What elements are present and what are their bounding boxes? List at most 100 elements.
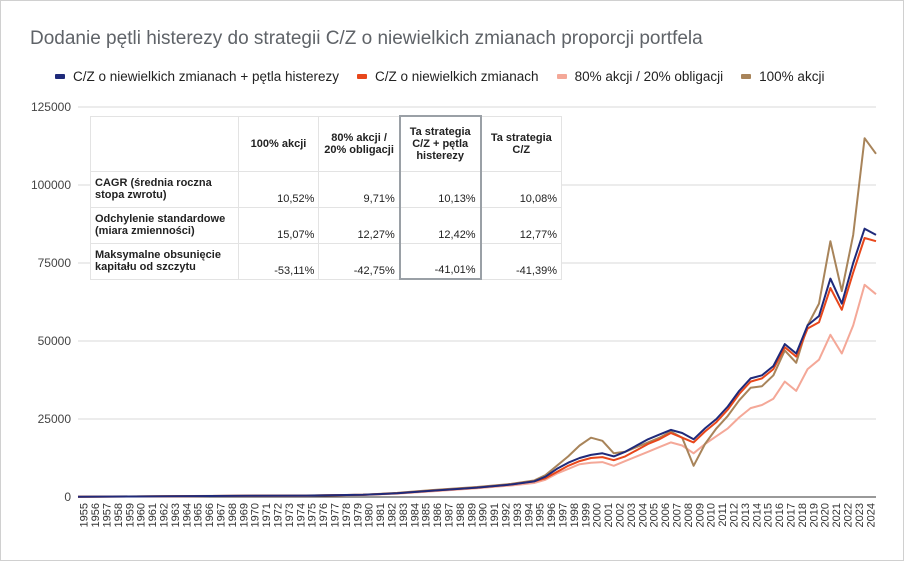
x-tick-label: 2010 (706, 503, 718, 527)
stats-table: 100% akcji 80% akcji / 20% obligacji Ta … (90, 115, 562, 280)
x-tick-label: 1970 (250, 503, 262, 527)
x-tick-label: 1958 (113, 503, 125, 527)
stats-header-cz: Ta strategia C/Z (480, 115, 562, 172)
x-tick-label: 1997 (558, 503, 570, 527)
x-tick-label: 2018 (797, 503, 809, 527)
stats-header-row: 100% akcji 80% akcji / 20% obligacji Ta … (90, 115, 562, 172)
legend-item-cz-hysteresis: C/Z o niewielkich zmianach + pętla histe… (55, 69, 339, 84)
x-tick-label: 1960 (136, 503, 148, 527)
x-tick-label: 2014 (751, 503, 763, 527)
stats-row-stddev: Odchylenie standardowe (miara zmienności… (90, 206, 562, 244)
x-tick-label: 1993 (512, 503, 524, 527)
x-tick-label: 1971 (261, 503, 273, 527)
x-tick-label: 2020 (820, 503, 832, 527)
x-tick-label: 1965 (193, 503, 205, 527)
x-tick-label: 1982 (387, 503, 399, 527)
x-tick-label: 1994 (523, 503, 535, 527)
x-tick-label: 1955 (79, 503, 91, 527)
legend-swatch-100-stocks (741, 73, 752, 79)
stats-cell: -42,75% (318, 242, 401, 280)
x-tick-label: 1972 (273, 503, 285, 527)
y-tick-label: 25000 (38, 412, 72, 426)
y-tick-label: 0 (64, 490, 71, 504)
x-tick-label: 1969 (238, 503, 250, 527)
x-tick-label: 2008 (683, 503, 695, 527)
x-tick-label: 1992 (501, 503, 513, 527)
x-tick-label: 2023 (854, 503, 866, 527)
x-tick-label: 1964 (181, 503, 193, 527)
legend-swatch-80-20 (556, 73, 567, 79)
stats-row-cagr: CAGR (średnia roczna stopa zwrotu) 10,52… (90, 170, 562, 208)
series-line (77, 227, 877, 498)
x-tick-label: 2001 (603, 503, 615, 527)
x-tick-label: 1983 (398, 503, 410, 527)
legend-item-100-stocks: 100% akcji (741, 69, 824, 84)
x-axis-ticks: 1955 1956 1957 1958 1959 1960 1961 1962 1963 1964… (79, 503, 878, 527)
y-tick-label: 50000 (38, 334, 72, 348)
x-tick-label: 1984 (409, 503, 421, 527)
legend-label-80-20: 80% akcji / 20% obligacji (574, 68, 724, 84)
x-tick-label: 1979 (352, 503, 364, 527)
x-tick-label: 2005 (649, 503, 661, 527)
x-tick-label: 2013 (740, 503, 752, 527)
x-tick-label: 1968 (227, 503, 239, 527)
stats-cell: 9,71% (318, 170, 401, 208)
series-lines (77, 137, 877, 498)
x-tick-label: 1989 (466, 503, 478, 527)
x-tick-label: 2004 (637, 503, 649, 527)
x-tick-label: 2024 (865, 503, 877, 527)
x-tick-label: 1980 (364, 503, 376, 527)
x-tick-label: 1985 (421, 503, 433, 527)
stats-cell: 12,42% (398, 206, 482, 244)
legend-label-cz: C/Z o niewielkich zmianach (375, 68, 539, 84)
x-tick-label: 1987 (444, 503, 456, 527)
x-tick-label: 2017 (786, 503, 798, 527)
y-tick-label: 75000 (38, 256, 72, 270)
stats-cell: -41,01% (398, 242, 482, 280)
x-tick-label: 2021 (831, 503, 843, 527)
x-tick-label: 1981 (375, 503, 387, 527)
stats-header-corner (90, 115, 239, 172)
y-tick-label: 100000 (31, 178, 71, 192)
stats-cell: 15,07% (237, 206, 320, 244)
x-tick-label: 2011 (717, 503, 729, 527)
legend-swatch-cz-hysteresis (55, 73, 65, 79)
x-tick-label: 1995 (535, 503, 547, 527)
legend-label-100-stocks: 100% akcji (759, 68, 825, 84)
stats-cell: 10,52% (237, 170, 320, 208)
x-tick-label: 1974 (295, 503, 307, 527)
y-axis-ticks: 0 25000 50000 75000 100000 125000 (31, 100, 71, 504)
x-tick-label: 1976 (318, 503, 330, 527)
stats-cell: -53,11% (237, 242, 320, 280)
legend-label-cz-hysteresis: C/Z o niewielkich zmianach + pętla histe… (73, 68, 339, 84)
y-tick-label: 125000 (31, 100, 71, 114)
stats-cell: 10,13% (398, 170, 482, 208)
series-line (77, 283, 877, 498)
legend: C/Z o niewielkich zmianach + pętla histe… (55, 66, 842, 86)
x-tick-label: 1966 (204, 503, 216, 527)
stats-row-label: Maksymalne obsunięcie kapitału od szczyt… (90, 242, 239, 280)
x-tick-label: 1975 (307, 503, 319, 527)
x-tick-label: 1999 (580, 503, 592, 527)
x-tick-label: 1957 (102, 503, 114, 527)
x-tick-label: 1961 (147, 503, 159, 527)
x-tick-label: 2002 (615, 503, 627, 527)
x-tick-label: 2003 (626, 503, 638, 527)
stats-header-80-20: 80% akcji / 20% obligacji (318, 115, 401, 172)
x-tick-label: 1988 (455, 503, 467, 527)
x-tick-label: 2000 (592, 503, 604, 527)
legend-item-cz: C/Z o niewielkich zmianach (357, 69, 539, 84)
stats-header-100-stocks: 100% akcji (237, 115, 320, 172)
x-tick-label: 1959 (124, 503, 136, 527)
x-tick-label: 1991 (489, 503, 501, 527)
x-tick-label: 1986 (432, 503, 444, 527)
x-tick-label: 1978 (341, 503, 353, 527)
stats-row-label: Odchylenie standardowe (miara zmienności… (90, 206, 239, 244)
x-tick-label: 2022 (843, 503, 855, 527)
x-tick-label: 2012 (729, 503, 741, 527)
x-tick-label: 1990 (478, 503, 490, 527)
x-tick-label: 1996 (546, 503, 558, 527)
stats-header-cz-hysteresis: Ta strategia C/Z + pętla histerezy (398, 115, 482, 172)
x-tick-label: 1977 (330, 503, 342, 527)
x-tick-label: 1967 (216, 503, 228, 527)
